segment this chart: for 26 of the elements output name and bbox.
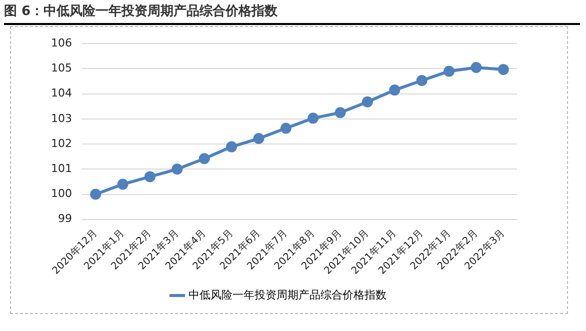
y-tick-label: 106 bbox=[50, 36, 72, 50]
point bbox=[90, 188, 102, 200]
point bbox=[280, 122, 292, 134]
y-tick-label: 102 bbox=[50, 136, 72, 150]
point bbox=[389, 84, 400, 96]
y-tick-label: 105 bbox=[50, 62, 72, 75]
y-tick-label: 103 bbox=[50, 112, 72, 125]
point bbox=[226, 141, 238, 152]
point bbox=[470, 62, 482, 73]
y-tick-label: 104 bbox=[50, 86, 72, 100]
point bbox=[334, 107, 346, 118]
chart-title: 图 6：中低风险一年投资周期产品综合价格指数 bbox=[4, 2, 580, 25]
y-tick-label: 100 bbox=[50, 187, 72, 200]
point bbox=[144, 171, 156, 182]
point bbox=[117, 178, 128, 190]
point bbox=[308, 112, 319, 124]
point bbox=[498, 64, 509, 75]
point bbox=[444, 66, 455, 77]
y-tick-label: 101 bbox=[50, 162, 72, 176]
point bbox=[362, 96, 373, 108]
legend-label: 中低风险一年投资周期产品综合价格指数 bbox=[188, 288, 386, 302]
point bbox=[253, 133, 264, 144]
point bbox=[416, 75, 428, 86]
point bbox=[172, 164, 183, 175]
point bbox=[198, 153, 210, 164]
y-tick-label: 99 bbox=[58, 212, 72, 226]
